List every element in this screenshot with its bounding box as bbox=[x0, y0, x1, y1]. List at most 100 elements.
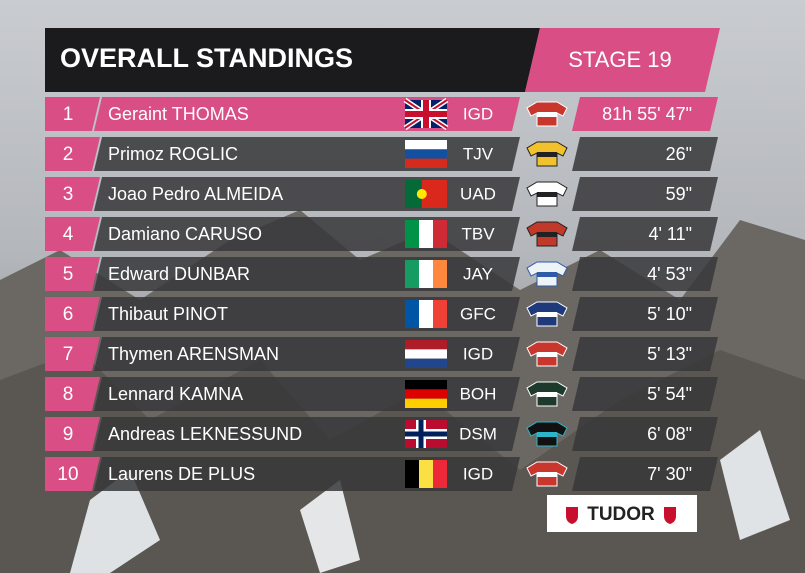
time: 5' 54" bbox=[647, 384, 692, 404]
rider-name: Edward DUNBAR bbox=[108, 264, 250, 284]
rank-box bbox=[45, 137, 100, 171]
rank-box bbox=[45, 377, 100, 411]
jersey-stripe bbox=[537, 472, 557, 477]
team: IGD bbox=[463, 344, 493, 363]
team: TJV bbox=[463, 144, 494, 163]
team: IGD bbox=[463, 464, 493, 483]
rider-name: Primoz ROGLIC bbox=[108, 144, 238, 164]
flag-part bbox=[405, 349, 447, 359]
rider-name: Andreas LEKNESSUND bbox=[108, 424, 302, 444]
flag-part bbox=[416, 189, 427, 199]
jersey-stripe bbox=[537, 312, 557, 317]
flag-part bbox=[418, 420, 424, 448]
rank-box bbox=[45, 217, 100, 251]
jersey-stripe bbox=[537, 432, 557, 437]
snow bbox=[300, 480, 360, 573]
flag-part bbox=[405, 149, 447, 159]
time-box bbox=[572, 177, 718, 211]
jersey-stripe bbox=[537, 152, 557, 157]
sponsor-logo bbox=[664, 507, 676, 524]
time-box bbox=[572, 297, 718, 331]
time: 7' 30" bbox=[647, 464, 692, 484]
jersey-stripe bbox=[537, 112, 557, 117]
flag-part bbox=[405, 460, 419, 488]
jersey-stripe bbox=[537, 272, 557, 277]
rank-box bbox=[45, 337, 100, 371]
time: 81h 55' 47" bbox=[602, 104, 692, 124]
rider-name: Lennard KAMNA bbox=[108, 384, 243, 404]
flag-part bbox=[405, 340, 447, 350]
rank-box bbox=[45, 417, 100, 451]
flag-part bbox=[419, 220, 433, 248]
flag-part bbox=[405, 140, 447, 150]
flag-part bbox=[405, 180, 422, 208]
rider-name: Damiano CARUSO bbox=[108, 224, 262, 244]
rank: 1 bbox=[63, 104, 74, 125]
flag-part bbox=[419, 300, 433, 328]
time-box bbox=[572, 337, 718, 371]
rider-name: Joao Pedro ALMEIDA bbox=[108, 184, 283, 204]
sponsor: TUDOR bbox=[587, 504, 655, 525]
flag-part bbox=[405, 220, 419, 248]
team: BOH bbox=[460, 384, 497, 403]
team: JAY bbox=[463, 264, 493, 283]
snow bbox=[70, 470, 160, 573]
flag-part bbox=[433, 460, 447, 488]
time: 5' 13" bbox=[647, 344, 692, 364]
team: UAD bbox=[460, 184, 496, 203]
rider-name: Geraint THOMAS bbox=[108, 104, 249, 124]
rank-box bbox=[45, 177, 100, 211]
flag-part bbox=[405, 358, 447, 368]
sponsor-logo bbox=[566, 507, 578, 524]
time: 6' 08" bbox=[647, 424, 692, 444]
jersey-stripe bbox=[537, 232, 557, 237]
title: OVERALL STANDINGS bbox=[60, 43, 353, 73]
jersey-stripe bbox=[537, 192, 557, 197]
rank: 10 bbox=[57, 464, 78, 485]
time: 59" bbox=[666, 184, 692, 204]
time-box bbox=[572, 417, 718, 451]
flag-part bbox=[419, 460, 433, 488]
flag-part bbox=[433, 220, 447, 248]
rider-name: Thibaut PINOT bbox=[108, 304, 228, 324]
time: 4' 11" bbox=[648, 224, 692, 244]
rank: 3 bbox=[63, 184, 74, 205]
flag-part bbox=[405, 380, 447, 390]
rank: 6 bbox=[63, 304, 74, 325]
rank-box bbox=[45, 457, 100, 491]
time: 4' 53" bbox=[647, 264, 692, 284]
time-box bbox=[572, 97, 718, 131]
jersey-stripe bbox=[537, 352, 557, 357]
rider-name: Thymen ARENSMAN bbox=[108, 344, 279, 364]
rank: 8 bbox=[63, 384, 74, 405]
flag-part bbox=[405, 398, 447, 408]
flag-part bbox=[405, 431, 447, 437]
rank-box bbox=[45, 297, 100, 331]
flag-part bbox=[405, 389, 447, 399]
rank-box bbox=[45, 97, 100, 131]
flag-part bbox=[405, 300, 419, 328]
time-box bbox=[572, 137, 718, 171]
flag-part bbox=[405, 260, 419, 288]
rank: 4 bbox=[63, 224, 74, 245]
flag-part bbox=[433, 260, 447, 288]
team: GFC bbox=[460, 304, 496, 323]
time: 5' 10" bbox=[647, 304, 692, 324]
title-bar bbox=[45, 28, 540, 92]
rank: 9 bbox=[63, 424, 74, 445]
stage: STAGE 19 bbox=[568, 47, 672, 72]
rank-box bbox=[45, 257, 100, 291]
team: TBV bbox=[461, 224, 495, 243]
snow bbox=[720, 430, 790, 540]
rider-name: Laurens DE PLUS bbox=[108, 464, 255, 484]
time-box bbox=[572, 217, 718, 251]
time: 26" bbox=[666, 144, 692, 164]
flag-part bbox=[405, 158, 447, 168]
time-box bbox=[572, 257, 718, 291]
time-box bbox=[572, 457, 718, 491]
flag-part bbox=[423, 100, 429, 128]
team: IGD bbox=[463, 104, 493, 123]
jersey-stripe bbox=[537, 392, 557, 397]
